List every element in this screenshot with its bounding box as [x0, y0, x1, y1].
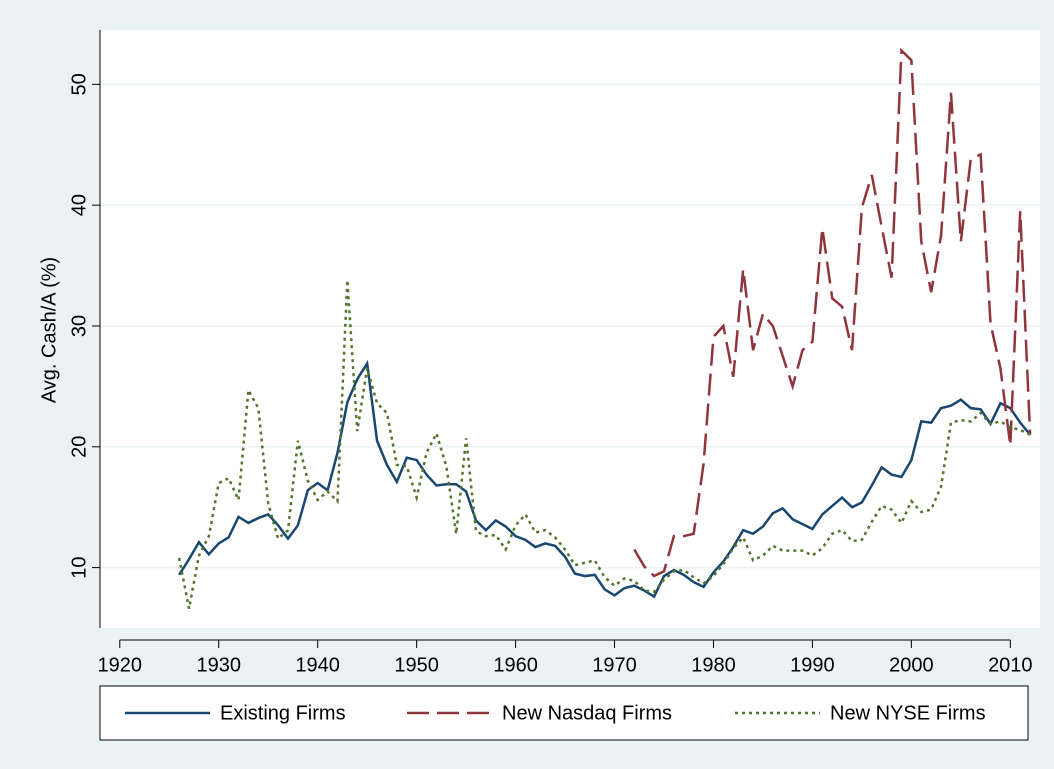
x-tick-label: 1970	[592, 654, 637, 676]
y-axis-label: Avg. Cash/A (%)	[38, 257, 60, 403]
x-tick-label: 1990	[790, 654, 835, 676]
x-tick-label: 2000	[889, 654, 934, 676]
y-tick-label: 40	[68, 194, 90, 216]
x-tick-label: 1920	[98, 654, 143, 676]
x-tick-label: 1980	[691, 654, 736, 676]
legend-label: Existing Firms	[220, 702, 346, 724]
y-tick-label: 20	[68, 436, 90, 458]
legend-box	[99, 685, 1029, 741]
x-tick-label: 1940	[295, 654, 340, 676]
series-line	[178, 359, 1032, 599]
plot-area	[100, 30, 1040, 628]
legend-label: New Nasdaq Firms	[502, 702, 672, 724]
x-tick-label: 2010	[988, 654, 1033, 676]
x-tick-label: 1960	[493, 654, 538, 676]
x-tick-label: 1950	[394, 654, 439, 676]
x-tick-label: 1930	[196, 654, 241, 676]
y-tick-label: 10	[68, 556, 90, 578]
series-line	[633, 47, 1032, 578]
y-tick-label: 30	[68, 315, 90, 337]
y-tick-label: 50	[68, 73, 90, 95]
legend-label: New NYSE Firms	[830, 702, 986, 724]
